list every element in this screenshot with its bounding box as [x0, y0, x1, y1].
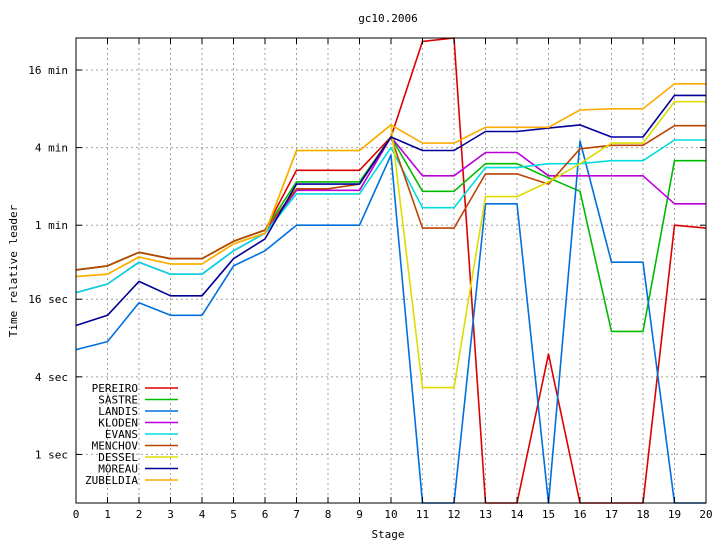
legend: PEREIROSASTRELANDISKLODENEVANSMENCHOVDES… [85, 382, 178, 487]
legend-label-pereiro: PEREIRO [92, 382, 138, 395]
x-tick-label: 5 [230, 508, 237, 521]
x-tick-label: 18 [636, 508, 649, 521]
legend-label-evans: EVANS [105, 428, 138, 441]
legend-label-zubeldia: ZUBELDIA [85, 474, 138, 487]
y-axis-label: Time relative leader [7, 204, 20, 337]
x-tick-label: 15 [542, 508, 555, 521]
y-tick-label: 4 min [35, 142, 68, 155]
legend-label-sastre: SASTRE [98, 394, 138, 407]
x-tick-label: 0 [73, 508, 80, 521]
x-tick-label: 11 [416, 508, 429, 521]
chart-title: gc10.2006 [358, 12, 418, 25]
legend-label-kloden: KLODEN [98, 417, 138, 430]
legend-label-menchov: MENCHOV [92, 440, 139, 453]
legend-label-dessel: DESSEL [98, 451, 138, 464]
series-line-moreau [75, 94, 706, 327]
y-tick-label: 1 sec [35, 448, 68, 461]
legend-label-moreau: MOREAU [98, 463, 138, 476]
series-line-evans [75, 139, 706, 294]
x-tick-label: 19 [668, 508, 681, 521]
x-tick-label: 7 [293, 508, 300, 521]
x-tick-label: 10 [384, 508, 397, 521]
x-tick-label: 1 [104, 508, 111, 521]
x-tick-label: 4 [199, 508, 206, 521]
y-tick-label: 4 sec [35, 371, 68, 384]
y-tick-label: 16 min [28, 64, 68, 77]
y-tick-label: 16 sec [28, 293, 68, 306]
y-tick-label: 1 min [35, 219, 68, 232]
x-tick-label: 2 [136, 508, 143, 521]
series-lines [75, 37, 707, 504]
series-line-landis [75, 140, 706, 504]
x-tick-label: 12 [447, 508, 460, 521]
x-tick-label: 6 [262, 508, 269, 521]
series-line-zubeldia [75, 83, 706, 278]
x-tick-label: 9 [356, 508, 363, 521]
x-tick-label: 3 [167, 508, 174, 521]
x-tick-label: 17 [605, 508, 618, 521]
x-tick-label: 13 [479, 508, 492, 521]
x-tick-label: 8 [325, 508, 332, 521]
x-tick-label: 14 [510, 508, 524, 521]
x-tick-label: 16 [573, 508, 586, 521]
x-axis-label: Stage [371, 528, 404, 541]
legend-label-landis: LANDIS [98, 405, 138, 418]
x-tick-label: 20 [699, 508, 712, 521]
